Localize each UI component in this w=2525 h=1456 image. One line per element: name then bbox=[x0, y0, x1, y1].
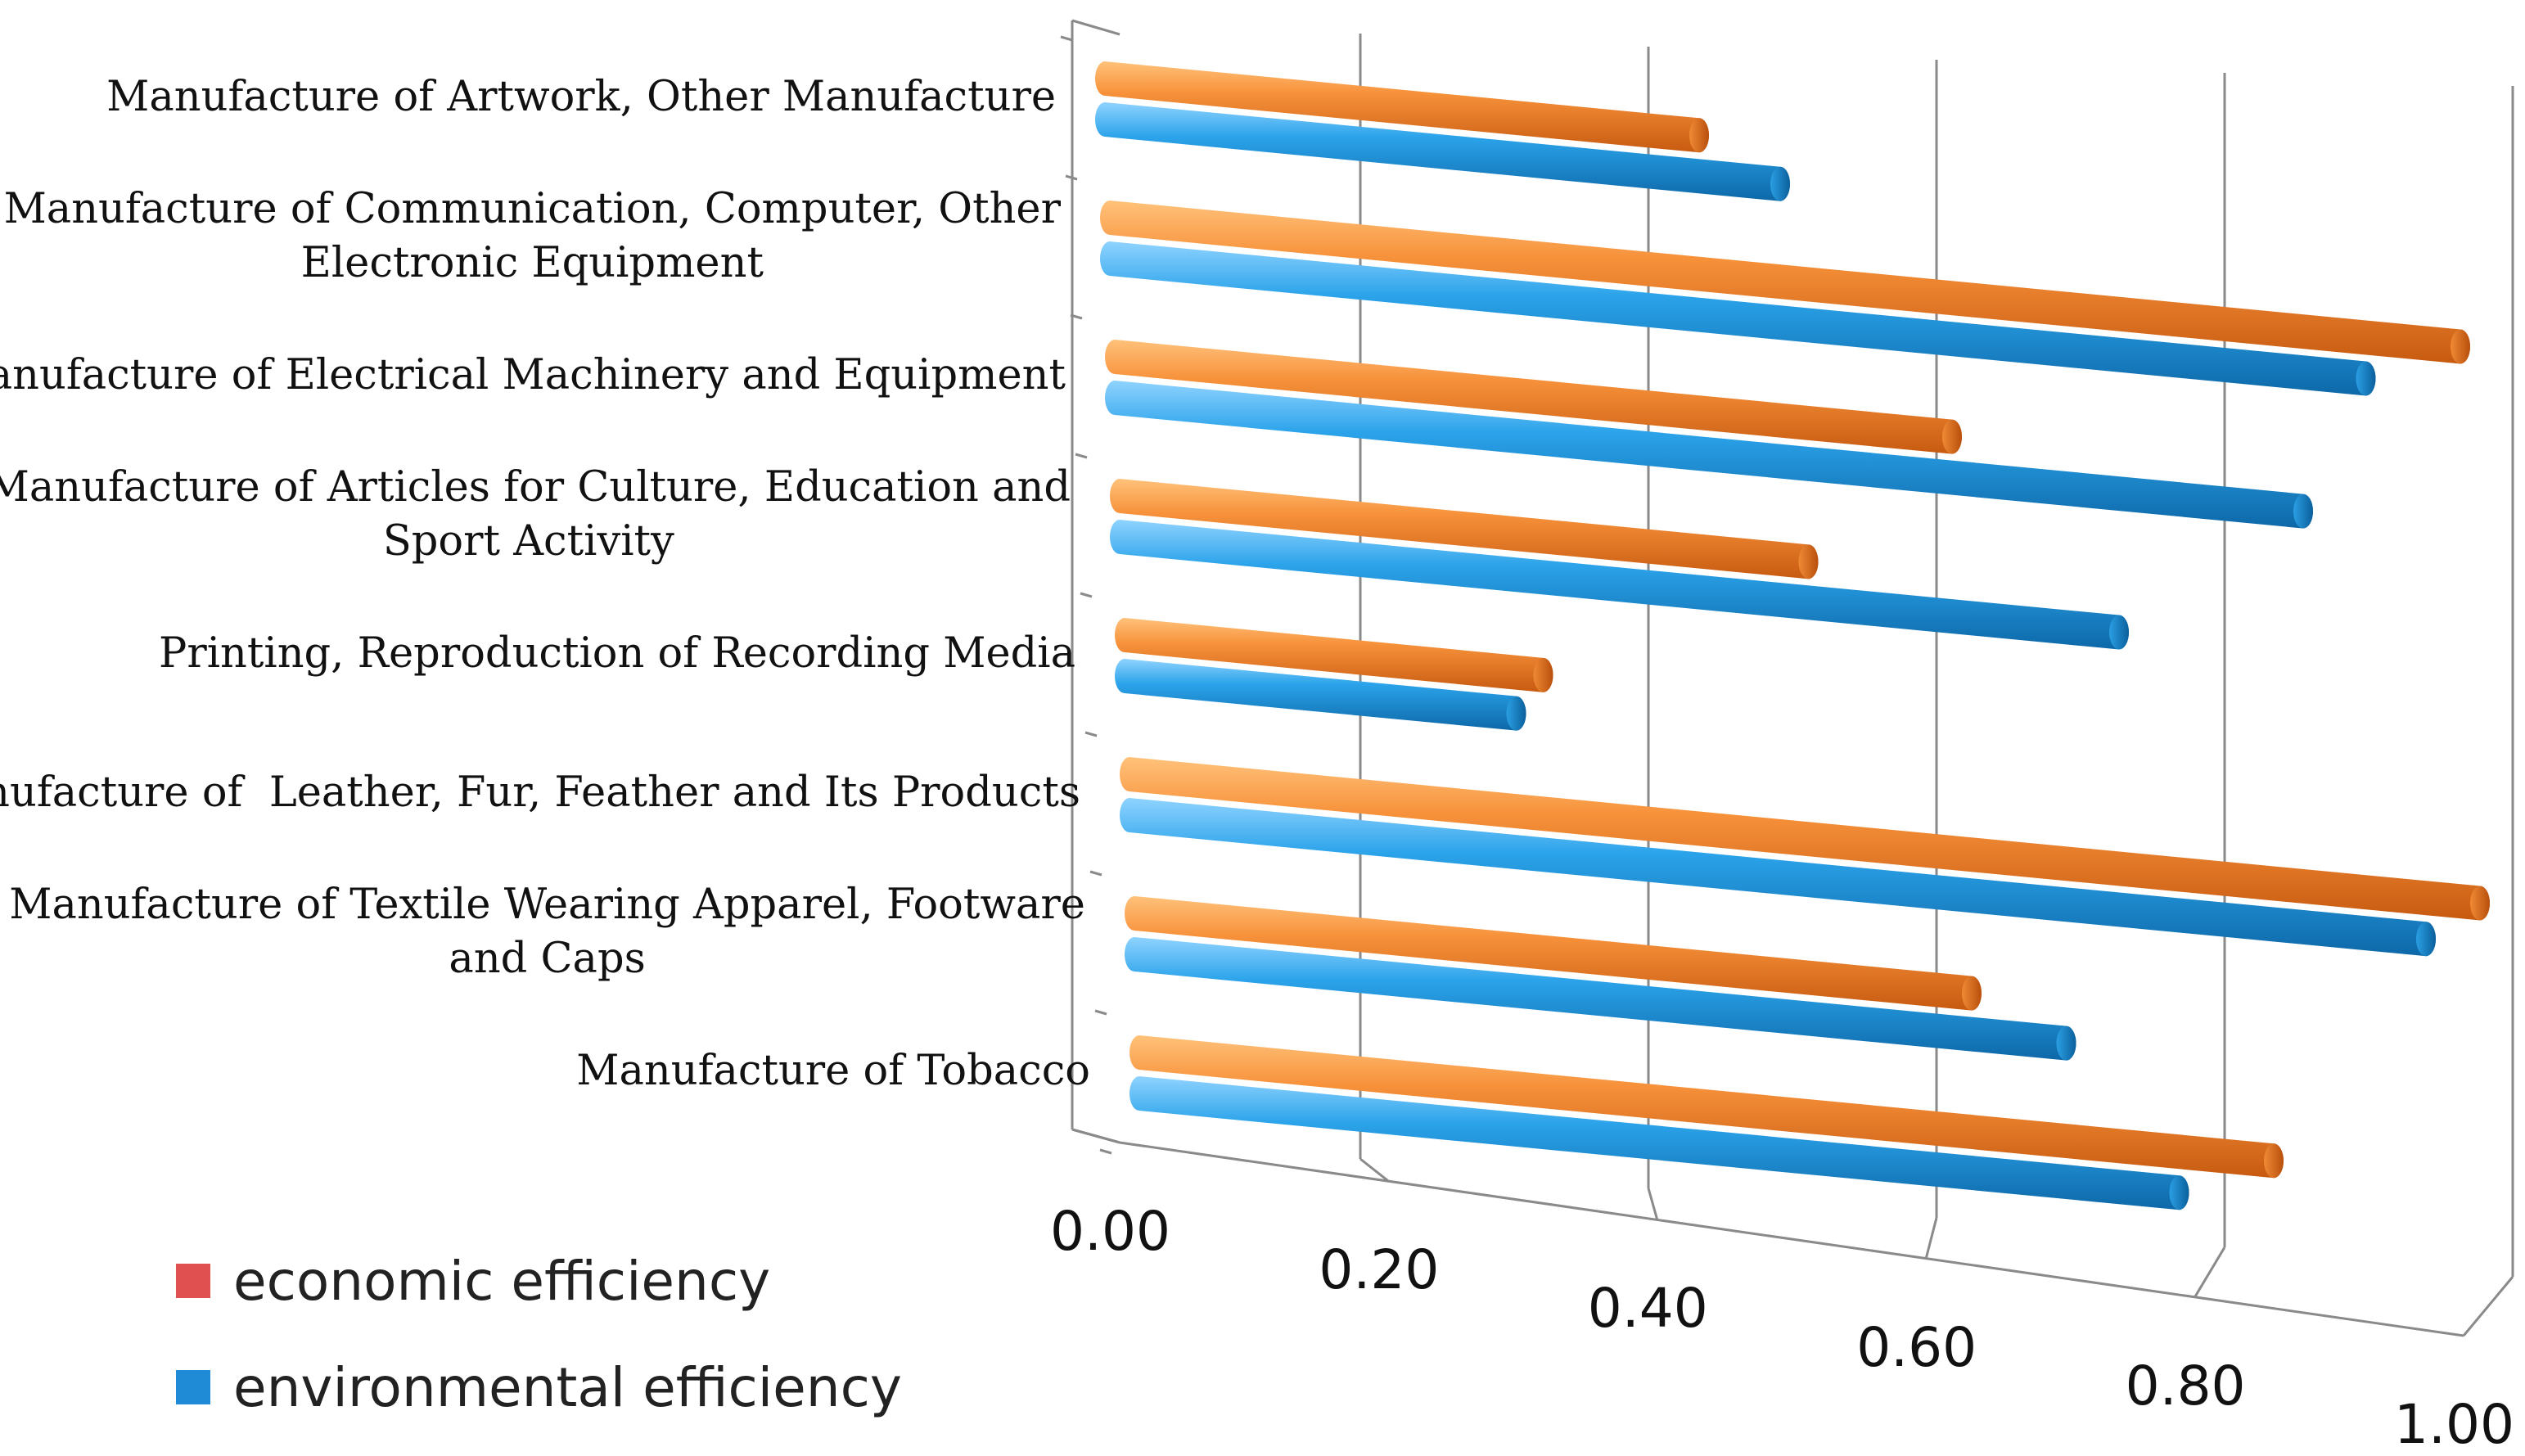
bar-cap-economic-5 bbox=[2470, 886, 2490, 921]
legend-label-economic: economic efficiency bbox=[233, 1249, 771, 1313]
category-label-7: Manufacture of Tobacco bbox=[576, 1047, 1090, 1095]
cat-tick-6 bbox=[1089, 870, 1102, 877]
bar-cap-environmental-2 bbox=[2293, 494, 2313, 529]
bar-economic-2 bbox=[1105, 340, 1962, 454]
category-label-2: Manufacture of Electrical Machinery and … bbox=[0, 351, 1066, 399]
category-label-3: Manufacture of Articles for Culture, Edu… bbox=[0, 463, 1071, 566]
cat-tick-8 bbox=[1099, 1148, 1112, 1155]
axis-wall-corner bbox=[1071, 19, 1120, 36]
bar-environmental-2 bbox=[1105, 381, 2313, 529]
cat-tick-1 bbox=[1065, 174, 1078, 181]
bar-economic-5 bbox=[1120, 757, 2490, 921]
category-label-5: Manufacture of Leather, Fur, Feather and… bbox=[0, 769, 1080, 817]
bar-economic-0 bbox=[1095, 61, 1709, 153]
cat-tick-2 bbox=[1070, 313, 1083, 320]
x-tick-label-5: 1.00 bbox=[2394, 1393, 2514, 1456]
bar-cap-economic-6 bbox=[1962, 976, 1982, 1011]
cat-tick-7 bbox=[1094, 1009, 1107, 1016]
x-tick-label-2: 0.40 bbox=[1587, 1277, 1708, 1341]
bar-economic-7 bbox=[1129, 1035, 2284, 1179]
category-label-0: Manufacture of Artwork, Other Manufactur… bbox=[106, 73, 1056, 121]
bar-economic-6 bbox=[1125, 896, 1982, 1011]
bar-economic-3 bbox=[1110, 479, 1819, 579]
legend-swatch-environmental bbox=[176, 1370, 210, 1404]
legend-label-environmental: environmental efficiency bbox=[233, 1355, 902, 1419]
x-tick-label-4: 0.80 bbox=[2125, 1354, 2246, 1418]
axis-floor-front bbox=[1119, 1141, 2464, 1337]
bar-cap-environmental-3 bbox=[2109, 615, 2129, 650]
tick-mark-4 bbox=[2194, 1246, 2226, 1298]
cat-tick-5 bbox=[1084, 731, 1098, 737]
x-tick-label-0: 0.00 bbox=[1050, 1200, 1170, 1263]
category-label-4: Printing, Reproduction of Recording Medi… bbox=[159, 629, 1075, 678]
bar-environmental-7 bbox=[1129, 1076, 2189, 1210]
category-label-6: Manufacture of Textile Wearing Apparel, … bbox=[9, 881, 1085, 983]
bar-layer bbox=[1095, 61, 2490, 1210]
legend-item-economic: economic efficiency bbox=[176, 1228, 902, 1334]
x-tick-label-3: 0.60 bbox=[1856, 1315, 1977, 1379]
bar-environmental-3 bbox=[1110, 520, 2129, 650]
bar-cap-economic-4 bbox=[1533, 657, 1553, 692]
bar-cap-environmental-4 bbox=[1506, 696, 1526, 731]
category-label-1: Manufacture of Communication, Computer, … bbox=[3, 185, 1061, 287]
bar-environmental-1 bbox=[1100, 241, 2376, 396]
bar-cap-environmental-1 bbox=[2356, 361, 2376, 396]
bar-economic-1 bbox=[1100, 201, 2470, 364]
legend: economic efficiency environmental effici… bbox=[176, 1228, 902, 1440]
tick-mark-3 bbox=[1924, 1217, 1938, 1259]
x-tick-label-1: 0.20 bbox=[1319, 1238, 1440, 1302]
bar-environmental-0 bbox=[1095, 102, 1790, 201]
bar-environmental-6 bbox=[1125, 937, 2076, 1061]
bar-cap-environmental-5 bbox=[2416, 922, 2436, 957]
legend-swatch-economic bbox=[176, 1264, 210, 1298]
tick-mark-2 bbox=[1647, 1188, 1659, 1220]
legend-item-environmental: environmental efficiency bbox=[176, 1334, 902, 1440]
cat-tick-3 bbox=[1075, 453, 1088, 459]
bar-cap-environmental-0 bbox=[1770, 166, 1790, 201]
tick-mark-5 bbox=[2462, 1276, 2514, 1337]
cat-tick-4 bbox=[1080, 592, 1093, 598]
cat-tick-0 bbox=[1060, 35, 1073, 42]
bar-cap-economic-0 bbox=[1689, 118, 1709, 153]
bar-cap-environmental-6 bbox=[2056, 1026, 2076, 1061]
bar-cap-economic-3 bbox=[1798, 544, 1819, 579]
bar-economic-4 bbox=[1115, 618, 1553, 692]
axis-floor-left bbox=[1071, 1128, 1120, 1144]
bar-cap-economic-7 bbox=[2264, 1143, 2284, 1179]
tick-mark-1 bbox=[1359, 1157, 1390, 1183]
grid-layer bbox=[1060, 19, 2514, 1337]
bar-cap-economic-1 bbox=[2451, 329, 2470, 364]
bar-cap-economic-2 bbox=[1942, 419, 1962, 454]
bar-cap-environmental-7 bbox=[2169, 1175, 2189, 1210]
bar-environmental-4 bbox=[1115, 659, 1526, 731]
bar-environmental-5 bbox=[1120, 798, 2436, 957]
